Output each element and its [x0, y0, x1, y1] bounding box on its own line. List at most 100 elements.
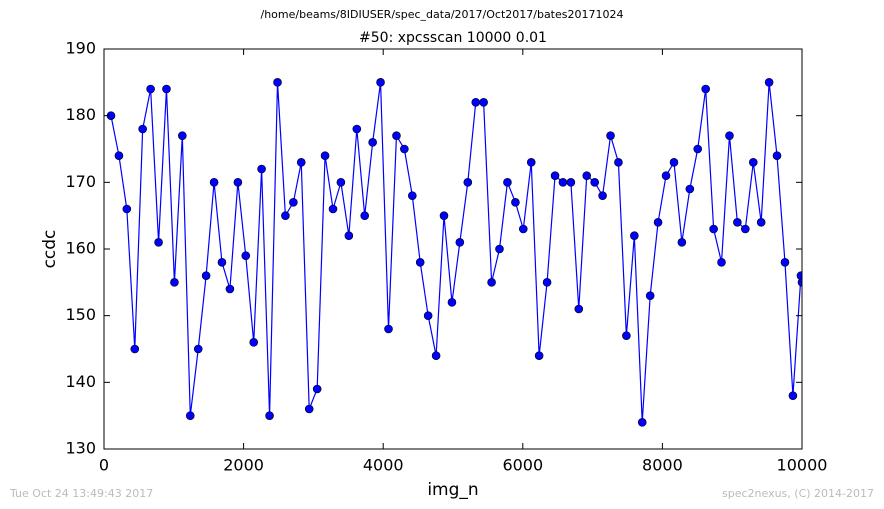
data-point — [408, 191, 417, 200]
data-point — [614, 158, 623, 167]
data-point — [265, 411, 274, 420]
data-point — [217, 258, 227, 267]
data-point — [114, 151, 124, 160]
x-tick-label: 10000 — [777, 456, 828, 475]
data-point — [431, 351, 441, 360]
data-point — [455, 238, 465, 247]
x-tick-label: 6000 — [502, 456, 543, 475]
data-point — [764, 78, 774, 87]
data-point — [495, 244, 504, 254]
data-point — [185, 411, 195, 420]
data-point — [138, 124, 147, 134]
data-point — [661, 171, 671, 180]
data-point — [566, 178, 576, 187]
data-point — [146, 84, 155, 94]
data-point — [534, 351, 544, 360]
data-point — [296, 158, 306, 167]
data-point — [400, 144, 409, 154]
data-point — [511, 198, 520, 207]
data-point — [518, 224, 528, 234]
data-point — [257, 164, 266, 174]
data-point — [193, 344, 203, 354]
plot-area — [106, 78, 802, 427]
data-point — [376, 78, 385, 87]
footer-left: Tue Oct 24 13:49:43 2017 — [9, 487, 153, 500]
data-point — [622, 331, 631, 340]
data-point — [756, 218, 766, 227]
data-point — [503, 178, 512, 187]
chart-title: #50: xpcsscan 10000 0.01 — [359, 30, 547, 46]
y-tick-label: 140 — [65, 372, 96, 391]
data-point — [281, 211, 290, 220]
data-point — [772, 151, 782, 160]
data-point — [439, 211, 449, 220]
y-tick-label: 180 — [65, 105, 96, 124]
data-point — [780, 258, 790, 267]
data-point — [178, 131, 187, 140]
data-point — [352, 124, 362, 134]
data-point — [590, 178, 599, 187]
data-point — [233, 178, 243, 187]
data-point — [241, 251, 251, 260]
data-point — [797, 278, 802, 287]
data-point — [447, 298, 457, 307]
x-tick-label: 4000 — [363, 456, 404, 475]
data-point — [550, 171, 560, 180]
data-point — [606, 131, 615, 140]
data-point — [328, 204, 338, 214]
data-point — [415, 258, 425, 267]
data-point — [479, 98, 488, 107]
data-point — [368, 138, 377, 147]
data-point — [526, 158, 536, 167]
y-tick-label: 130 — [65, 439, 96, 458]
data-point — [312, 384, 322, 394]
x-tick-label: 8000 — [642, 456, 683, 475]
data-point — [289, 198, 298, 207]
data-point — [558, 178, 568, 187]
data-point — [748, 158, 758, 167]
data-point — [717, 258, 726, 267]
data-point — [209, 178, 219, 187]
data-point — [637, 418, 647, 427]
y-axis-label: ccdc — [40, 230, 60, 269]
data-point — [154, 238, 163, 247]
data-point — [344, 231, 354, 240]
data-point — [225, 284, 235, 294]
data-point — [653, 218, 663, 227]
data-point — [677, 238, 687, 247]
data-point — [701, 84, 710, 94]
x-axis-label: img_n — [427, 480, 478, 500]
data-point — [471, 98, 481, 107]
y-tick-label: 160 — [65, 239, 96, 258]
data-point — [162, 84, 171, 94]
y-tick-label: 150 — [65, 305, 96, 324]
data-point — [693, 144, 703, 154]
data-point — [542, 278, 552, 287]
x-tick-label: 2000 — [223, 456, 264, 475]
data-point — [336, 178, 346, 187]
y-tick-label: 170 — [65, 172, 96, 191]
suptitle: /home/beams/8IDIUSER/spec_data/2017/Oct2… — [261, 8, 624, 21]
data-point — [273, 78, 282, 87]
data-point — [130, 344, 140, 354]
data-point — [685, 184, 695, 194]
data-point — [669, 158, 679, 167]
y-tick-label: 190 — [65, 39, 96, 58]
data-point — [463, 178, 473, 187]
data-point — [304, 404, 314, 414]
data-point — [360, 211, 370, 220]
data-point — [645, 291, 655, 300]
footer-right: spec2nexus, (C) 2014-2017 — [722, 487, 874, 500]
data-point — [574, 304, 584, 314]
data-point — [487, 278, 496, 287]
data-point — [201, 271, 211, 280]
data-point — [423, 311, 433, 320]
data-point — [582, 171, 592, 180]
data-point — [788, 391, 798, 400]
data-point — [725, 131, 734, 140]
data-point — [598, 191, 607, 200]
data-point — [733, 218, 742, 227]
data-point — [320, 151, 330, 160]
data-point — [392, 131, 401, 140]
